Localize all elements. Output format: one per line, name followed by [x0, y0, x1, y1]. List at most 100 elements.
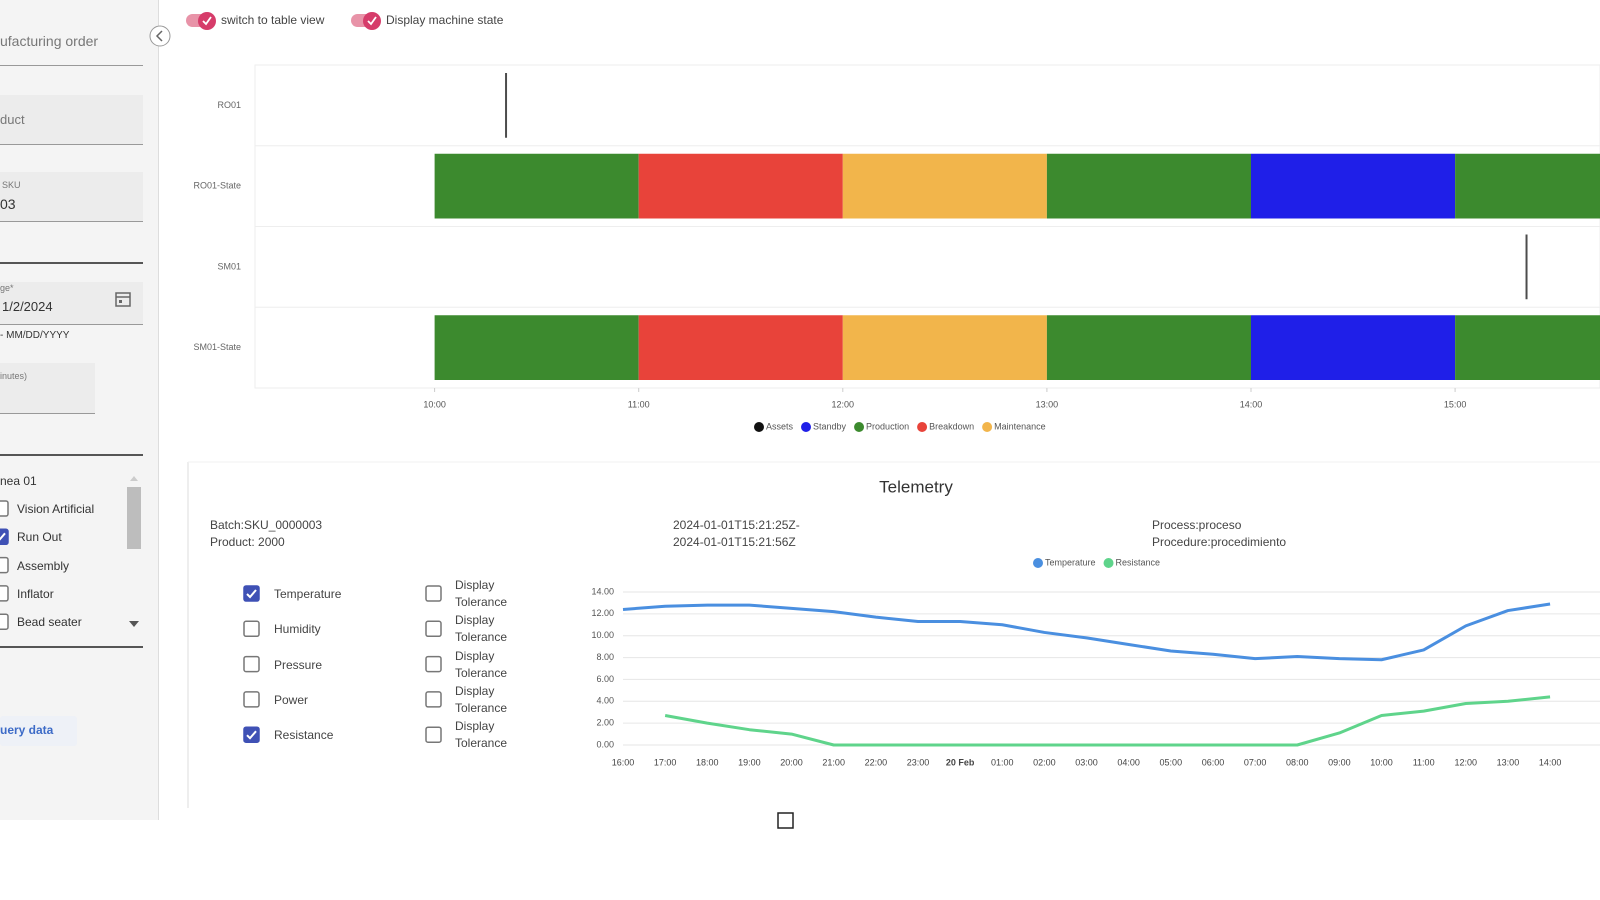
input-text: duct [0, 112, 25, 127]
y-tick-label: 10.00 [591, 630, 614, 640]
state-segment [1250, 153, 1456, 219]
state-segment [842, 153, 1047, 219]
input-box [0, 363, 95, 414]
tolerance-label[interactable]: Display Tolerance [455, 719, 508, 751]
toggle-check [367, 16, 377, 26]
collapse-button[interactable] [149, 25, 171, 47]
info-text: 2024-01-01T15:21:25Z- [673, 518, 800, 532]
checkbox[interactable] [243, 691, 260, 708]
divider [0, 262, 143, 264]
x-tick-label: 20:00 [780, 757, 803, 767]
tolerance-label[interactable]: Display Tolerance [455, 683, 508, 715]
variable-label[interactable]: Humidity [274, 622, 321, 637]
state-segment [434, 315, 639, 380]
dropdown-arrow[interactable] [129, 621, 139, 627]
input-underline [0, 65, 143, 66]
info-text: Process:proceso [1152, 518, 1242, 532]
info-text: Procedure:procedimiento [1152, 535, 1287, 549]
y-tick-label: 8.00 [596, 652, 614, 662]
y-tick-label: 4.00 [596, 696, 614, 706]
checkbox[interactable] [0, 528, 9, 546]
machine-label[interactable]: Inflator [17, 586, 54, 601]
x-tick-label: 03:00 [1075, 757, 1098, 767]
variable-label[interactable]: Resistance [274, 728, 334, 743]
x-tick-label: 01:00 [991, 757, 1014, 767]
input-box [0, 172, 143, 222]
input-text: ufacturing order [0, 33, 99, 49]
x-tick-label: 17:00 [654, 757, 677, 767]
scroll-up[interactable] [130, 476, 138, 481]
tolerance-label[interactable]: Display Tolerance [455, 648, 508, 680]
input-text: 03 [0, 196, 16, 212]
calendar-icon[interactable] [115, 292, 131, 307]
legend-marker [1103, 558, 1114, 568]
toggle-label[interactable]: switch to table view [221, 13, 325, 27]
x-tick-label: 05:00 [1160, 757, 1183, 767]
x-tick-label: 12:00 [1455, 757, 1478, 767]
row-label: RO01-State [193, 181, 241, 191]
checkbox[interactable] [0, 613, 9, 630]
y-tick-label: 0.00 [596, 739, 614, 749]
legend-marker [754, 422, 764, 432]
state-segment [842, 315, 1047, 380]
scrollbar[interactable] [127, 487, 141, 549]
x-tick-label: 22:00 [865, 757, 888, 767]
x-tick-label: 09:00 [1328, 757, 1351, 767]
x-tick-label: 21:00 [822, 757, 845, 767]
checkbox[interactable] [0, 500, 9, 517]
checkbox[interactable] [425, 691, 442, 708]
query-button-text[interactable]: uery data [0, 723, 54, 737]
legend-label: Maintenance [994, 421, 1046, 431]
y-tick-label: 14.00 [591, 586, 614, 596]
row-label: RO01 [217, 100, 241, 110]
x-tick-label: 20 Feb [946, 757, 975, 767]
toggle-knob[interactable] [198, 12, 216, 30]
checkbox[interactable] [425, 585, 442, 602]
x-tick-label: 10:00 [423, 399, 446, 409]
input-text: 1/2/2024 [2, 299, 53, 314]
x-tick-label: 11:00 [628, 399, 650, 409]
query-button[interactable] [0, 716, 77, 746]
checkbox[interactable] [243, 620, 260, 638]
checkbox[interactable] [0, 556, 9, 574]
machine-label[interactable]: Assembly [17, 558, 70, 573]
info-text: Batch:SKU_0000003 [210, 518, 323, 532]
toggle-label[interactable]: Display machine state [386, 13, 504, 27]
x-tick-label: 14:00 [1240, 399, 1263, 409]
state-segment [1046, 153, 1251, 219]
variable-label[interactable]: Pressure [274, 657, 323, 672]
check-mark [0, 532, 6, 541]
checkbox[interactable] [243, 655, 260, 673]
divider [0, 646, 143, 648]
legend-marker [982, 422, 993, 432]
state-segment [638, 315, 843, 380]
legend-label: Temperature [1045, 557, 1096, 567]
legend-label: Resistance [1116, 557, 1161, 567]
state-segment [1455, 153, 1600, 219]
series-line [664, 695, 1551, 747]
checkbox[interactable] [425, 655, 442, 673]
legend-label: Assets [766, 421, 794, 431]
state-segment [1250, 315, 1456, 380]
machine-label[interactable]: Run Out [17, 530, 62, 545]
row-label: SM01 [217, 261, 241, 271]
machine-label[interactable]: Vision Artificial [17, 502, 95, 516]
list-header: nea 01 [0, 474, 37, 488]
checkbox[interactable] [243, 585, 260, 602]
machine-label[interactable]: Bead seater [17, 615, 82, 630]
checkbox[interactable] [425, 620, 442, 638]
checkbox[interactable] [0, 585, 9, 602]
input-box [0, 95, 143, 145]
checkbox[interactable] [243, 726, 260, 743]
variable-label[interactable]: Temperature [274, 587, 342, 601]
tolerance-label[interactable]: Display Tolerance [455, 613, 508, 645]
x-tick-label: 10:00 [1370, 757, 1393, 767]
toggle-knob[interactable] [363, 12, 381, 30]
legend-marker [854, 422, 865, 432]
x-tick-label: 04:00 [1117, 757, 1140, 767]
tolerance-label[interactable]: Display Tolerance [455, 578, 508, 609]
y-tick-label: 2.00 [596, 718, 614, 728]
variable-label[interactable]: Power [274, 692, 309, 707]
checkbox[interactable] [425, 726, 442, 743]
